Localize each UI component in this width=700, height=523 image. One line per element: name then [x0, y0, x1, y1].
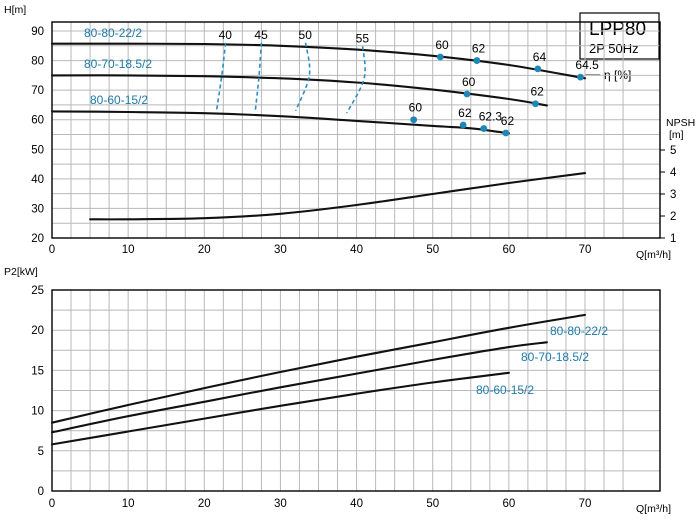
npsh-curve: [89, 172, 587, 221]
top-plot-frame: [51, 21, 661, 239]
efficiency-point-label: 62: [501, 114, 515, 128]
efficiency-point: [502, 129, 510, 137]
power-curve-80-60-15/2: [50, 371, 510, 446]
x-tick-label: 50: [426, 498, 439, 510]
efficiency-point-label: 62: [531, 85, 545, 99]
npsh-axis-label: NPSH [m]: [666, 117, 695, 141]
chart-title: LPP80: [589, 19, 646, 40]
efficiency-contour-45: [254, 42, 263, 111]
efficiency-point-label: 60: [462, 75, 476, 89]
efficiency-contour-55: [345, 46, 366, 114]
y-tick-label: 60: [31, 115, 44, 127]
efficiency-contour-label: 55: [356, 31, 370, 45]
efficiency-point: [463, 90, 471, 98]
y-tick-label: 70: [31, 85, 44, 97]
efficiency-point-label: 62: [472, 42, 486, 56]
x-tick-label: 0: [49, 498, 55, 510]
efficiency-point: [473, 57, 481, 64]
efficiency-point-label: 62.3: [479, 110, 503, 124]
efficiency-contour-50: [294, 42, 311, 112]
efficiency-point: [459, 121, 467, 129]
efficiency-point-label: 64.5: [575, 58, 599, 72]
y-tick-label: 40: [31, 174, 44, 186]
y-tick-label: 80: [31, 56, 44, 68]
efficiency-point: [534, 65, 542, 73]
y-tick-label: 0: [38, 486, 44, 498]
x-tick-label: 10: [122, 244, 135, 256]
x-tick-label: 60: [502, 244, 515, 256]
efficiency-contour-label: 40: [219, 28, 233, 42]
npsh-tick-label: 2: [670, 211, 676, 223]
npsh-tick-label: 3: [670, 189, 676, 201]
efficiency-point-label: 62: [458, 106, 472, 120]
x-tick-label: 20: [198, 498, 211, 510]
power-curve-80-70-18.5/2: [50, 341, 548, 434]
top-flow-axis-label: Q[m³/h]: [636, 249, 671, 261]
efficiency-point: [410, 116, 418, 124]
x-tick-label: 0: [49, 244, 55, 256]
efficiency-point: [577, 73, 584, 81]
x-tick-label: 40: [350, 498, 363, 510]
power-axis-label: P2[kW]: [4, 266, 38, 278]
y-tick-label: 50: [31, 144, 44, 156]
x-tick-label: 10: [122, 498, 135, 510]
model-label-head: 80-60-15/2: [90, 93, 148, 107]
x-tick-label: 30: [274, 244, 287, 256]
bottom-flow-axis-label: Q[m³/h]: [636, 503, 671, 515]
y-tick-label: 5: [38, 446, 44, 458]
x-tick-label: 70: [579, 498, 592, 510]
model-label-power: 80-70-18.5/2: [521, 350, 589, 364]
model-label-power: 80-60-15/2: [476, 383, 534, 397]
efficiency-point: [436, 53, 444, 61]
y-tick-label: 20: [31, 233, 44, 245]
efficiency-contour-label: 50: [299, 28, 313, 42]
head-axis-label: H[m]: [4, 4, 26, 16]
x-tick-label: 70: [579, 244, 592, 256]
efficiency-point: [532, 100, 539, 108]
title-box: [579, 12, 660, 60]
y-tick-label: 30: [31, 203, 44, 215]
x-tick-label: 50: [426, 244, 439, 256]
bottom-plot-frame: [51, 289, 661, 492]
y-tick-label: 10: [31, 406, 44, 418]
model-label-power: 80-80-22/2: [550, 324, 608, 338]
head-curve-80-80-22/2: [50, 42, 587, 80]
y-tick-label: 20: [31, 325, 44, 337]
y-tick-label: 15: [31, 365, 44, 377]
npsh-tick-label: 5: [670, 145, 676, 157]
efficiency-contour-label: 45: [254, 28, 268, 42]
y-tick-label: 25: [31, 285, 44, 297]
efficiency-point-label: 64: [533, 50, 547, 64]
head-curve-80-70-18.5/2: [50, 74, 548, 107]
efficiency-point: [480, 125, 488, 132]
chart-subtitle: 2P 50Hz: [589, 41, 639, 56]
x-tick-label: 20: [198, 244, 211, 256]
model-label-head: 80-80-22/2: [84, 26, 142, 40]
y-tick-label: 90: [31, 26, 44, 38]
efficiency-contour-40: [215, 42, 227, 111]
model-label-head: 80-70-18.5/2: [84, 57, 152, 71]
power-curve-80-80-22/2: [50, 313, 587, 424]
x-tick-label: 40: [350, 244, 363, 256]
npsh-tick-label: 4: [670, 167, 677, 179]
efficiency-point-label: 60: [435, 38, 449, 52]
x-tick-label: 30: [274, 498, 287, 510]
x-tick-label: 60: [502, 498, 515, 510]
efficiency-point-label: 60: [409, 101, 423, 115]
npsh-tick-label: 1: [670, 233, 676, 245]
